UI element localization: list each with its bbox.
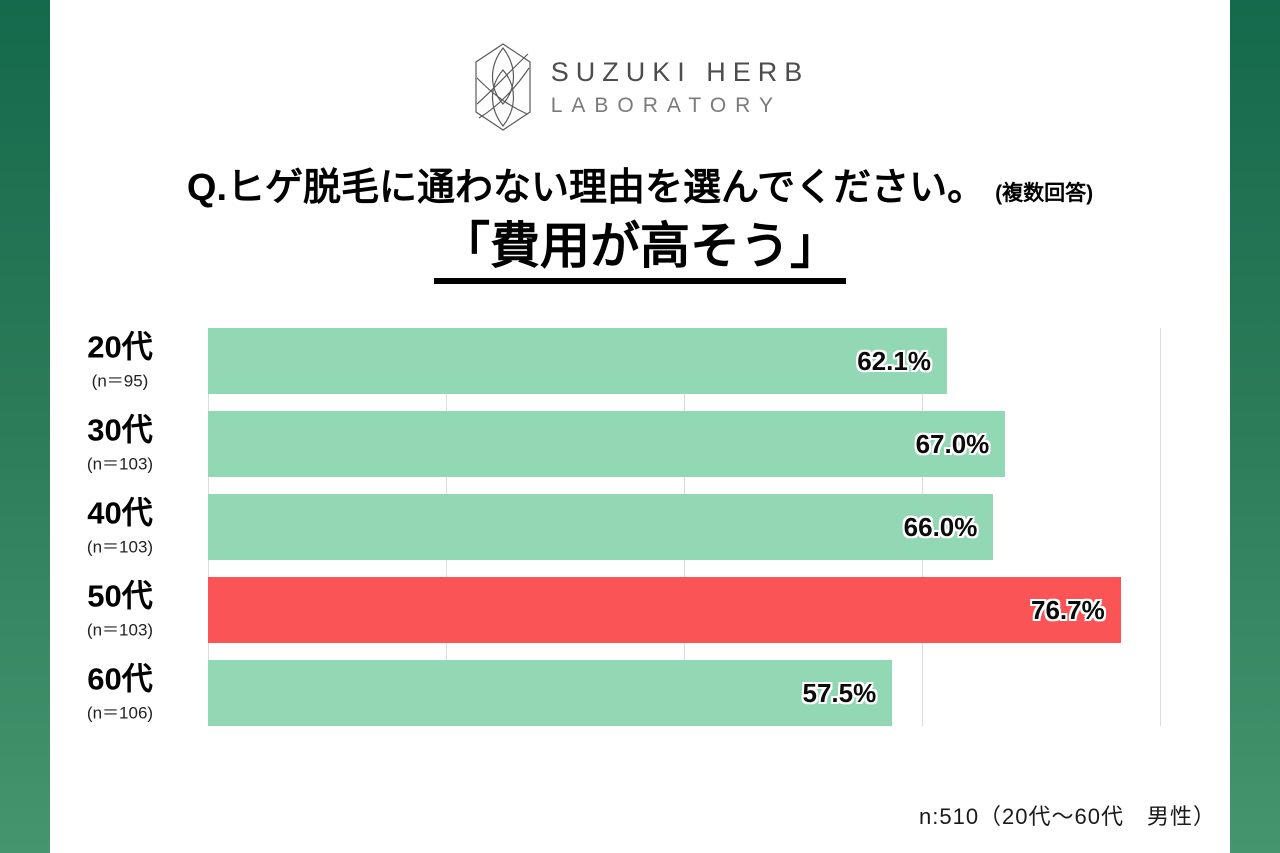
value-bar: 66.0% [208,494,994,560]
value-label: 57.5% [802,677,877,708]
chart-row-50代: 50代 (n＝103) 76.7% [87,577,1160,643]
sample-count-label: (n＝106) [86,703,154,723]
sample-count-label: (n＝103) [86,454,154,474]
age-group-label: 30代 [87,412,153,448]
sample-size-footnote: n:510（20代〜60代 男性） [919,804,1216,829]
leaf-hexagon-emblem-icon [471,42,535,132]
value-label: 76.7% [1030,594,1105,625]
age-group-label: 40代 [87,495,153,531]
chart-row-60代: 60代 (n＝106) 57.5% [87,660,1160,726]
logo-line-2: LABORATORY [550,93,782,117]
logo: SUZUKI HERB LABORATORY [50,0,1230,132]
age-group-label: 60代 [87,661,153,697]
value-bar: 67.0% [208,411,1006,477]
logo-text: SUZUKI HERB LABORATORY [551,57,810,118]
value-label: 67.0% [915,428,990,459]
value-bar: 76.7% [208,577,1121,643]
chart-row-30代: 30代 (n＝103) 67.0% [87,411,1160,477]
answer-subtitle-wrap: 「費用が高そう」 [50,219,1230,284]
value-label: 62.1% [857,345,931,376]
value-label: 66.0% [903,511,978,542]
category-label: 20代 (n＝95) [50,330,190,391]
question-title: Q.ヒゲ脱毛に通わない理由を選んでください。 (複数回答) [50,156,1230,211]
value-bar: 57.5% [208,660,893,726]
category-label: 30代 (n＝103) [50,413,190,474]
content-card: SUZUKI HERB LABORATORY Q.ヒゲ脱毛に通わない理由を選んで… [50,0,1230,853]
answer-subtitle: 「費用が高そう」 [434,219,846,284]
chart-row-20代: 20代 (n＝95) 62.1% [87,328,1160,394]
sample-count-label: (n＝95) [91,371,149,391]
bar-rows: 20代 (n＝95) 62.1% 30代 (n＝103) 67.0% 40代 (n＝103) 6… [87,328,1160,726]
age-group-label: 20代 [87,329,153,365]
value-bar: 62.1% [208,328,947,394]
logo-line-1: SUZUKI HERB [550,56,810,87]
question-title-suffix: (複数回答) [995,182,1094,205]
sample-count-label: (n＝103) [86,620,154,640]
sample-count-label: (n＝103) [86,537,154,557]
chart-row-40代: 40代 (n＝103) 66.0% [87,494,1160,560]
category-label: 50代 (n＝103) [50,579,190,640]
category-label: 40代 (n＝103) [50,496,190,557]
age-group-label: 50代 [87,578,153,614]
category-label: 60代 (n＝106) [50,662,190,723]
bar-chart: 20代 (n＝95) 62.1% 30代 (n＝103) 67.0% 40代 (n＝103) 6… [87,328,1161,726]
question-title-text: Q.ヒゲ脱毛に通わない理由を選んでください。 [186,167,986,209]
gridline-80 [1160,328,1161,726]
